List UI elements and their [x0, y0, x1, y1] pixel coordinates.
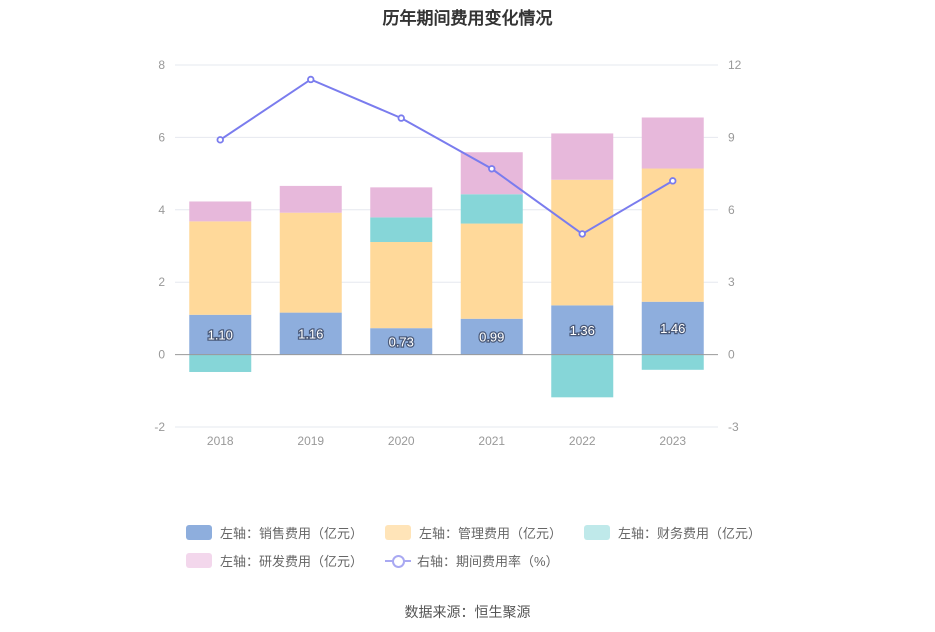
bar-segment [370, 242, 433, 329]
legend-item-sales[interactable]: 左轴：销售费用（亿元） [186, 523, 363, 542]
bar-segment [189, 201, 252, 222]
chart-plot: -2 0 2 4 6 8 -3 0 3 6 9 12 2018 2019 2020 2021 2022 202… [154, 58, 742, 448]
bar-segment [460, 318, 523, 355]
legend-row: 左轴：销售费用（亿元） 左轴：管理费用（亿元） 左轴：财务费用（亿元） [186, 518, 786, 546]
bar-segment [460, 152, 523, 195]
left-axis-ticks: -2 0 2 4 6 8 [154, 58, 165, 434]
right-axis-tick-label: 12 [728, 58, 742, 72]
x-axis-tick-label: 2022 [569, 434, 596, 448]
bar-segment [641, 168, 704, 302]
bar-segment [641, 117, 704, 169]
left-axis-tick-label: 0 [158, 348, 165, 362]
bar-value-label: 1.10 [208, 328, 233, 343]
bar-segment [551, 305, 614, 355]
bar-segment [189, 314, 252, 355]
rate-line-point [216, 136, 224, 144]
left-axis-tick-label: 8 [158, 58, 165, 72]
bar-segment [279, 312, 342, 355]
bar-value-label: 1.36 [570, 323, 595, 338]
bar-value-label: 0.73 [389, 334, 414, 349]
legend-label-finance: 左轴：财务费用（亿元） [618, 525, 762, 541]
bar-segment [551, 179, 614, 306]
legend-swatch-finance [584, 524, 611, 540]
x-axis-tick-label: 2019 [297, 434, 324, 448]
left-axis-tick-label: -2 [154, 420, 165, 434]
bar-value-label: 1.46 [660, 321, 685, 336]
right-axis-tick-label: 3 [728, 275, 735, 289]
bar-segment [641, 354, 704, 370]
legend-item-finance[interactable]: 左轴：财务费用（亿元） [584, 523, 761, 542]
legend-row: 左轴：研发费用（亿元） 右轴：期间费用率（%） [186, 546, 786, 574]
rate-line-path [219, 78, 674, 236]
bar-segment [370, 328, 433, 355]
legend: 左轴：销售费用（亿元） 左轴：管理费用（亿元） 左轴：财务费用（亿元） 左轴：研… [186, 518, 786, 574]
bar-value-labels: 1.10 1.16 0.73 0.99 1.36 1.46 [206, 320, 686, 351]
right-axis-tick-label: 9 [728, 130, 735, 144]
legend-line-marker-icon [385, 553, 412, 568]
bar-value-label: 0.99 [479, 330, 504, 345]
bar-segment [189, 221, 252, 315]
rate-line-point [669, 177, 677, 185]
x-axis-tick-label: 2020 [388, 434, 415, 448]
right-axis-tick-label: -3 [728, 420, 739, 434]
legend-swatch-rnd [186, 552, 212, 568]
left-axis-tick-label: 4 [158, 203, 165, 217]
bar-segment [551, 133, 614, 180]
right-axis-ticks: -3 0 3 6 9 12 [728, 58, 742, 434]
bar-segment [460, 223, 523, 319]
right-axis-tick-label: 6 [728, 203, 735, 217]
legend-item-rate[interactable]: 右轴：期间费用率（%） [385, 551, 559, 570]
legend-label-rate: 右轴：期间费用率（%） [417, 553, 559, 569]
x-axis-tick-label: 2018 [207, 434, 234, 448]
grid-lines [175, 64, 718, 428]
legend-label-rnd: 左轴：研发费用（亿元） [220, 553, 364, 569]
left-axis-tick-label: 6 [158, 130, 165, 144]
legend-swatch-sales [186, 524, 212, 540]
bar-segment [370, 187, 433, 218]
x-axis-tick-label: 2021 [478, 434, 505, 448]
legend-label-admin: 左轴：管理费用（亿元） [419, 525, 563, 541]
rate-line-point [488, 165, 496, 173]
bar-segment [460, 194, 523, 224]
bar-segment [641, 301, 704, 355]
x-axis-ticks: 2018 2019 2020 2021 2022 2023 [207, 434, 687, 448]
rate-line-point [397, 114, 405, 122]
rate-line-point [578, 230, 586, 238]
legend-swatch-admin [385, 524, 412, 540]
data-source: 数据来源：恒生聚源 [404, 604, 531, 620]
legend-label-sales: 左轴：销售费用（亿元） [220, 525, 364, 541]
legend-item-rnd[interactable]: 左轴：研发费用（亿元） [186, 551, 363, 570]
bar-segment [189, 354, 252, 372]
chart-title: 历年期间费用变化情况 [382, 9, 553, 28]
rate-line [216, 75, 677, 238]
bars [189, 117, 704, 398]
rate-line-point [307, 75, 315, 84]
bar-value-label: 1.16 [298, 327, 323, 342]
bar-segment [370, 217, 433, 243]
bar-segment [279, 185, 342, 213]
legend-item-admin[interactable]: 左轴：管理费用（亿元） [385, 523, 562, 542]
bar-segment [279, 212, 342, 313]
right-axis-tick-label: 0 [728, 348, 735, 362]
x-axis-tick-label: 2023 [659, 434, 686, 448]
left-axis-tick-label: 2 [158, 275, 165, 289]
bar-segment [551, 354, 614, 398]
